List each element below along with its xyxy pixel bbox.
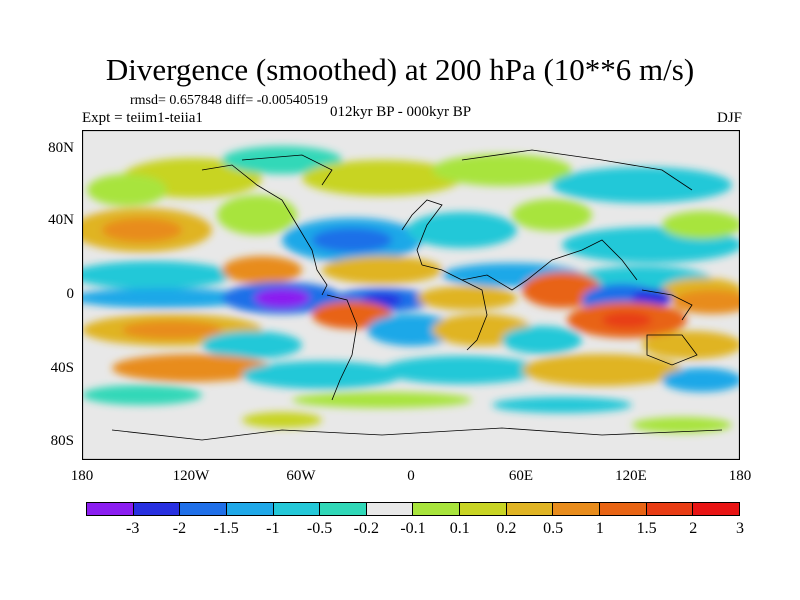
map-frame: [81, 129, 741, 461]
colorbar: [86, 502, 740, 516]
colorbar-tick-label: -0.5: [306, 520, 333, 537]
colorbar-tick-label: 1.5: [636, 520, 657, 537]
y-tick-label: 80N: [48, 140, 74, 156]
colorbar-box: [460, 503, 507, 515]
colorbar-tick-label: -0.2: [353, 520, 379, 537]
colorbar-tick-label: 1: [595, 520, 604, 537]
colorbar-box: [320, 503, 367, 515]
colorbar-tick-label: 0.1: [449, 520, 470, 537]
colorbar-box: [600, 503, 647, 515]
divergence-map: [81, 129, 741, 461]
y-tick-label: 80S: [50, 433, 74, 449]
season-label: DJF: [716, 110, 742, 126]
colorbar-tick-label: 2: [689, 520, 698, 537]
y-tick-label: 40S: [50, 360, 74, 376]
colorbar-box: [273, 503, 321, 515]
x-tick-label: 60W: [286, 468, 316, 484]
x-tick-label: 120W: [172, 468, 210, 484]
divergence-field: [82, 146, 740, 433]
colorbar-tick-label: 0.5: [543, 520, 564, 537]
colorbar-box: [87, 503, 134, 515]
colorbar-tick-label: -2: [172, 520, 187, 537]
colorbar-tick-label: -1: [266, 520, 280, 537]
colorbar-box: [693, 503, 739, 515]
colorbar-box: [133, 503, 181, 515]
x-tick-label: 0: [407, 468, 415, 484]
colorbar-tick-label: -0.1: [400, 520, 426, 537]
colorbar-box: [553, 503, 601, 515]
colorbar-box: [180, 503, 227, 515]
x-tick-label: 180: [728, 468, 752, 484]
period-label: 012kyr BP - 000kyr BP: [330, 104, 472, 120]
experiment-label: Expt = teiim1-teiia1: [82, 110, 203, 126]
x-tick-label: 180: [70, 468, 94, 484]
rmsd-diff-text: rmsd= 0.657848 diff= -0.00540519: [130, 93, 328, 108]
colorbar-box: [366, 503, 414, 515]
y-tick-label: 40N: [48, 212, 74, 228]
colorbar-box: [226, 503, 274, 515]
colorbar-box: [413, 503, 461, 515]
x-tick-label: 120E: [615, 468, 647, 484]
colorbar-tick-label: 3: [736, 520, 744, 537]
x-tick-label: 60E: [508, 468, 534, 484]
colorbar-tick-label: -3: [126, 520, 140, 537]
y-tick-label: 0: [66, 286, 75, 302]
colorbar-tick-label: 0.2: [496, 520, 517, 537]
figure-title: Divergence (smoothed) at 200 hPa (10**6 …: [105, 52, 695, 87]
colorbar-box: [646, 503, 694, 515]
colorbar-tick-label: -1.5: [213, 520, 239, 537]
colorbar-box: [506, 503, 554, 515]
coastlines: [111, 149, 723, 441]
